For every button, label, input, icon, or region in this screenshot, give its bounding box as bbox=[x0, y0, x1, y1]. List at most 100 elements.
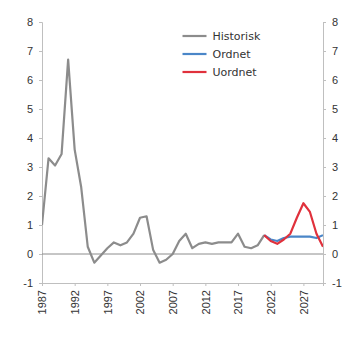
tick-label: 2007 bbox=[167, 290, 179, 314]
tick-label: 5 bbox=[27, 103, 33, 115]
tick-label: 2002 bbox=[134, 290, 146, 314]
tick-mark bbox=[39, 22, 42, 23]
tick-label: 6 bbox=[332, 74, 338, 86]
x-axis-line bbox=[43, 284, 324, 287]
tick: 7 bbox=[323, 45, 338, 57]
series-line bbox=[264, 203, 323, 247]
y-axis-line bbox=[39, 23, 43, 284]
tick-mark bbox=[303, 283, 304, 286]
tick-mark bbox=[39, 196, 42, 197]
tick-label: 4 bbox=[27, 132, 33, 144]
plot: -1012345678-1012345678198719921997200220… bbox=[23, 16, 342, 314]
tick-mark bbox=[39, 51, 42, 52]
tick-mark bbox=[39, 167, 42, 168]
tick-label: 0 bbox=[27, 248, 33, 260]
series-line bbox=[42, 60, 264, 263]
tick-mark bbox=[323, 196, 326, 197]
tick-mark bbox=[39, 138, 42, 139]
legend: Historisk Ordnet Uordnet bbox=[183, 30, 261, 79]
tick-label: 6 bbox=[27, 74, 33, 86]
tick-label: -1 bbox=[332, 277, 342, 289]
tick-label: -1 bbox=[23, 277, 33, 289]
legend-label: Uordnet bbox=[213, 66, 258, 79]
tick-mark bbox=[39, 283, 42, 284]
tick: 6 bbox=[27, 74, 42, 86]
tick-mark bbox=[323, 254, 326, 255]
tick: -1 bbox=[323, 277, 342, 289]
tick: 2017 bbox=[232, 283, 244, 314]
tick-mark bbox=[323, 51, 326, 52]
tick-label: 3 bbox=[332, 161, 338, 173]
tick-mark bbox=[173, 283, 174, 286]
tick-label: 2017 bbox=[232, 290, 244, 314]
tick-mark bbox=[75, 283, 76, 286]
legend-entry: Ordnet bbox=[183, 48, 252, 61]
tick-label: 8 bbox=[27, 16, 33, 28]
tick-label: 2022 bbox=[265, 290, 277, 314]
tick-mark bbox=[238, 283, 239, 286]
tick-label: 1987 bbox=[36, 290, 48, 314]
tick-label: 7 bbox=[332, 45, 338, 57]
tick-mark bbox=[140, 283, 141, 286]
tick-label: 7 bbox=[27, 45, 33, 57]
chart: -1012345678-1012345678198719921997200220… bbox=[0, 0, 345, 341]
tick: -1 bbox=[23, 277, 42, 289]
tick-label: 3 bbox=[27, 161, 33, 173]
tick: 2007 bbox=[167, 283, 179, 314]
legend-entry: Uordnet bbox=[183, 66, 258, 79]
tick: 0 bbox=[27, 248, 42, 260]
tick: 7 bbox=[27, 45, 42, 57]
tick: 2002 bbox=[134, 283, 146, 314]
y2-axis: -1 0 1 2 3 4 5 6 7 8 bbox=[323, 16, 342, 289]
tick-mark bbox=[39, 80, 42, 81]
series-line bbox=[264, 235, 323, 241]
tick-label: 4 bbox=[332, 132, 338, 144]
tick-mark bbox=[323, 22, 326, 23]
tick: 3 bbox=[27, 161, 42, 173]
tick-label: 1 bbox=[332, 219, 338, 231]
legend-label: Ordnet bbox=[213, 48, 252, 61]
zero-line bbox=[42, 254, 323, 255]
tick: 5 bbox=[323, 103, 338, 115]
legend-entry: Historisk bbox=[183, 30, 261, 43]
tick-label: 2 bbox=[332, 190, 338, 202]
tick-mark bbox=[107, 283, 108, 286]
legend-swatch bbox=[183, 35, 207, 37]
y-axis: -1 0 1 2 3 4 5 6 7 8 bbox=[23, 16, 42, 289]
tick-label: 1997 bbox=[102, 290, 114, 314]
tick: 2 bbox=[323, 190, 338, 202]
tick-mark bbox=[205, 283, 206, 286]
tick: 3 bbox=[323, 161, 338, 173]
tick: 2027 bbox=[298, 283, 310, 314]
lines bbox=[42, 60, 323, 263]
tick-mark bbox=[323, 167, 326, 168]
tick: 1 bbox=[27, 219, 42, 231]
tick: 1987 bbox=[36, 283, 48, 314]
tick: 1 bbox=[323, 219, 338, 231]
y2-axis-line bbox=[324, 23, 327, 284]
x-axis: 198719921997200220072012201720222027 bbox=[36, 283, 323, 314]
tick: 4 bbox=[323, 132, 338, 144]
tick-mark bbox=[323, 80, 326, 81]
tick-mark bbox=[42, 283, 43, 286]
tick-mark bbox=[271, 283, 272, 286]
tick-label: 5 bbox=[332, 103, 338, 115]
legend-swatch bbox=[183, 71, 207, 73]
tick-label: 2012 bbox=[200, 290, 212, 314]
tick: 2 bbox=[27, 190, 42, 202]
tick: 4 bbox=[27, 132, 42, 144]
tick-label: 0 bbox=[332, 248, 338, 260]
tick: 5 bbox=[27, 103, 42, 115]
tick-mark bbox=[323, 109, 326, 110]
tick: 8 bbox=[323, 16, 338, 28]
tick-label: 2 bbox=[27, 190, 33, 202]
legend-swatch bbox=[183, 53, 207, 55]
tick-mark bbox=[323, 138, 326, 139]
legend-label: Historisk bbox=[213, 30, 261, 43]
tick-label: 1 bbox=[27, 219, 33, 231]
tick: 0 bbox=[323, 248, 338, 260]
tick-label: 2027 bbox=[298, 290, 310, 314]
tick: 2012 bbox=[200, 283, 212, 314]
tick-mark bbox=[323, 225, 326, 226]
tick-mark bbox=[39, 254, 42, 255]
